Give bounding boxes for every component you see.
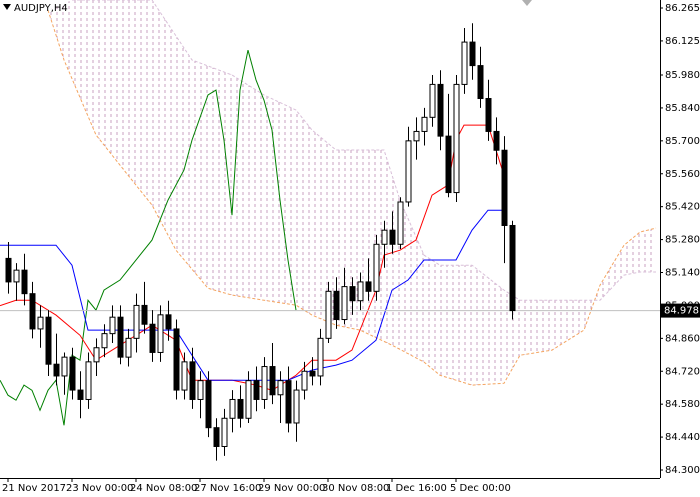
candle-body: [237, 398, 244, 419]
y-tick-label: 84.300: [665, 465, 700, 476]
y-tick-label: 84.860: [665, 333, 700, 344]
x-tick-label: 1 Dec 16:00: [386, 483, 447, 494]
x-tick-label: 24 Nov 08:00: [130, 483, 197, 494]
candle-body: [501, 149, 508, 226]
candle-body: [469, 41, 476, 67]
candle-body: [141, 304, 148, 325]
x-tick-label: 21 Nov 2017: [2, 483, 66, 494]
candle-body: [149, 323, 156, 353]
candle-body: [197, 380, 204, 400]
candle-body: [461, 41, 468, 85]
candle-body: [421, 116, 428, 132]
candle-body: [333, 290, 340, 321]
candle-body: [261, 366, 268, 400]
candle-body: [69, 356, 76, 391]
y-tick-label: 86.265: [665, 3, 700, 14]
current-price-label: 84.978: [664, 306, 699, 317]
candle-body: [405, 140, 412, 203]
y-tick-label: 85.840: [665, 103, 700, 114]
candle-body: [157, 314, 164, 353]
candle-body: [373, 243, 380, 292]
y-tick-label: 85.280: [665, 235, 700, 246]
candle-body: [21, 269, 28, 295]
y-tick-label: 85.140: [665, 268, 700, 279]
y-tick-label: 85.560: [665, 169, 700, 180]
candle-body: [165, 314, 172, 330]
candle-body: [429, 83, 436, 118]
candle-body: [341, 286, 348, 321]
candle-body: [269, 366, 276, 396]
candle-body: [77, 389, 84, 400]
plot-area: [0, 0, 660, 461]
shift-marker: [522, 0, 532, 6]
y-tick-label: 85.980: [665, 70, 700, 81]
candle-body: [325, 290, 332, 339]
candle-body: [85, 361, 92, 400]
candle-body: [485, 98, 492, 132]
candle-body: [205, 380, 212, 429]
x-tick-label: 5 Dec 00:00: [450, 483, 511, 494]
candle-body: [293, 389, 300, 424]
candle-body: [381, 229, 388, 245]
candle-body: [37, 316, 44, 330]
indicator-line: [0, 49, 297, 426]
x-tick-label: 23 Nov 00:00: [66, 483, 133, 494]
symbol-arrow: [3, 4, 11, 10]
candle-body: [221, 417, 228, 447]
candle-body: [61, 356, 68, 377]
candle-body: [477, 65, 484, 100]
y-tick-label: 84.720: [665, 366, 700, 377]
candle-body: [133, 304, 140, 339]
y-tick-label: 85.420: [665, 202, 700, 213]
candle-body: [189, 361, 196, 400]
candle-body: [45, 316, 52, 365]
candle-body: [173, 328, 180, 391]
candle-body: [53, 363, 60, 377]
candle-body: [301, 370, 308, 391]
current-price-box: [660, 303, 700, 318]
candle-body: [397, 201, 404, 245]
candle-body: [181, 361, 188, 391]
y-tick-label: 85.700: [665, 136, 700, 147]
candle-body: [453, 83, 460, 194]
candle-body: [509, 224, 516, 312]
candle-body: [229, 398, 236, 419]
candle-body: [285, 380, 292, 424]
cloud-fill: [48, 0, 656, 386]
candle-body: [101, 333, 108, 349]
candle-body: [317, 337, 324, 377]
x-tick-label: 29 Nov 00:00: [258, 483, 325, 494]
candle-body: [445, 135, 452, 194]
candle-body: [117, 316, 124, 358]
candle-body: [93, 347, 100, 363]
y-tick-label: 84.580: [665, 399, 700, 410]
candle-body: [437, 83, 444, 137]
candle-body: [309, 370, 316, 377]
candle-body: [413, 130, 420, 142]
candle-body: [349, 286, 356, 302]
x-tick-label: 30 Nov 08:00: [322, 483, 389, 494]
candle-body: [389, 229, 396, 245]
candle-body: [357, 281, 364, 302]
y-tick-label: 86.125: [665, 36, 700, 47]
symbol-label: AUDJPY,H4: [14, 3, 68, 14]
x-tick-label: 27 Nov 16:00: [194, 483, 261, 494]
candle-body: [493, 130, 500, 151]
candle-body: [29, 293, 36, 330]
candle-body: [277, 380, 284, 396]
candle-body: [253, 380, 260, 400]
candle-body: [5, 257, 12, 283]
indicator-line: [0, 209, 504, 381]
candle-body: [109, 316, 116, 335]
y-tick-label: 84.440: [665, 432, 700, 443]
candle-body: [245, 380, 252, 419]
candle-body: [213, 427, 220, 447]
candle-body: [365, 281, 372, 292]
candle-body: [125, 337, 132, 358]
candle-body: [13, 269, 20, 283]
